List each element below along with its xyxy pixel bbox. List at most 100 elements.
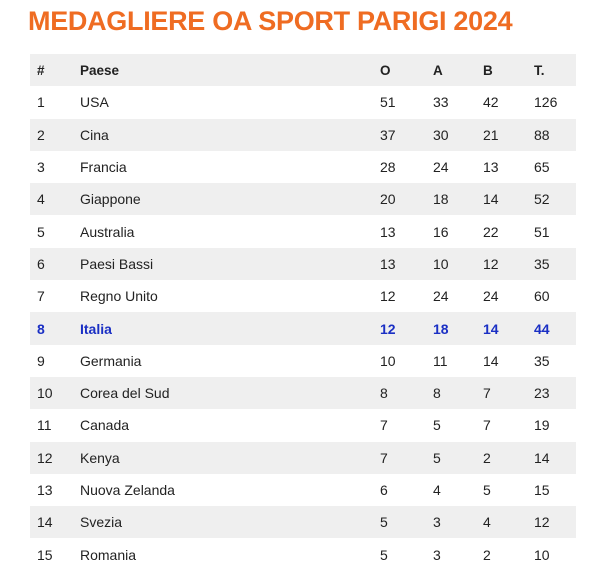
- cell-country: Svezia: [80, 514, 123, 531]
- cell-total: 19: [534, 417, 550, 434]
- cell-country: Paesi Bassi: [80, 255, 154, 272]
- cell-country: Regno Unito: [80, 288, 158, 305]
- cell-bronze: 4: [483, 514, 491, 531]
- table-row: 9 Germania 10 11 14 35: [30, 344, 576, 377]
- cell-silver: 18: [433, 191, 449, 208]
- cell-gold: 8: [380, 385, 388, 402]
- cell-bronze: 13: [483, 159, 499, 176]
- header-total: T.: [534, 62, 545, 78]
- table-row: 12 Kenya 7 5 2 14: [30, 441, 576, 474]
- table-row: 13 Nuova Zelanda 6 4 5 15: [30, 473, 576, 507]
- cell-silver: 10: [433, 255, 449, 272]
- cell-rank: 3: [37, 159, 45, 176]
- cell-total: 126: [534, 94, 558, 111]
- cell-bronze: 22: [483, 223, 499, 240]
- cell-rank: 12: [37, 449, 53, 466]
- cell-gold: 5: [380, 546, 388, 563]
- medal-table: # Paese O A B T. 1 USA 51 33 42 126 2 Cina 37 30 2…: [30, 54, 576, 571]
- cell-silver: 5: [433, 417, 441, 434]
- cell-gold: 7: [380, 417, 388, 434]
- cell-silver: 5: [433, 449, 441, 466]
- cell-bronze: 24: [483, 288, 499, 305]
- cell-gold: 5: [380, 514, 388, 531]
- cell-silver: 30: [433, 126, 449, 143]
- table-row: 14 Svezia 5 3 4 12: [30, 506, 576, 539]
- cell-silver: 33: [433, 94, 449, 111]
- header-silver: A: [433, 62, 443, 78]
- cell-silver: 3: [433, 514, 441, 531]
- table-row: 8 Italia 12 18 14 44: [30, 312, 576, 345]
- cell-bronze: 2: [483, 546, 491, 563]
- cell-silver: 11: [433, 352, 448, 369]
- header-gold: O: [380, 62, 391, 78]
- cell-total: 44: [534, 320, 550, 337]
- cell-country: Canada: [80, 417, 130, 434]
- cell-bronze: 14: [483, 320, 499, 337]
- header-country: Paese: [80, 62, 120, 78]
- cell-gold: 12: [380, 320, 396, 337]
- cell-bronze: 21: [483, 126, 499, 143]
- table-row: 15 Romania 5 3 2 10: [30, 538, 576, 571]
- cell-rank: 13: [37, 482, 53, 498]
- cell-total: 65: [534, 159, 550, 176]
- cell-silver: 24: [433, 159, 449, 176]
- cell-total: 35: [534, 255, 550, 272]
- cell-gold: 28: [380, 159, 396, 176]
- cell-total: 10: [534, 546, 550, 563]
- cell-gold: 37: [380, 126, 396, 143]
- cell-rank: 9: [37, 352, 45, 369]
- cell-silver: 8: [433, 385, 441, 402]
- page-title: MEDAGLIERE OA SPORT PARIGI 2024: [28, 6, 513, 36]
- table-row: 10 Corea del Sud 8 8 7 23: [30, 376, 576, 410]
- cell-rank: 4: [37, 191, 45, 208]
- cell-bronze: 5: [483, 482, 491, 498]
- cell-bronze: 12: [483, 255, 499, 272]
- cell-gold: 13: [380, 255, 396, 272]
- cell-rank: 6: [37, 255, 45, 272]
- cell-bronze: 14: [483, 191, 499, 208]
- cell-bronze: 14: [483, 352, 499, 369]
- table-row: 5 Australia 13 16 22 51: [30, 215, 576, 248]
- cell-silver: 4: [433, 482, 441, 498]
- header-bronze: B: [483, 62, 493, 78]
- cell-total: 23: [534, 385, 550, 402]
- table-row: 4 Giappone 20 18 14 52: [30, 183, 576, 216]
- cell-rank: 14: [37, 514, 53, 531]
- cell-gold: 6: [380, 482, 388, 498]
- table-row: 7 Regno Unito 12 24 24 60: [30, 280, 576, 313]
- table-row: 3 Francia 28 24 13 65: [30, 150, 576, 184]
- cell-total: 14: [534, 449, 550, 466]
- cell-rank: 2: [37, 126, 45, 143]
- medal-table-body: 1 USA 51 33 42 126 2 Cina 37 30 21 88 3 Francia 28 24 13…: [30, 86, 576, 571]
- cell-rank: 5: [37, 223, 45, 240]
- cell-country: Kenya: [80, 449, 120, 466]
- cell-bronze: 7: [483, 417, 491, 434]
- table-header-row: # Paese O A B T.: [30, 54, 576, 87]
- cell-gold: 13: [380, 223, 396, 240]
- cell-country: USA: [80, 94, 109, 111]
- cell-country: Francia: [80, 159, 127, 176]
- table-row: 1 USA 51 33 42 126: [30, 86, 576, 119]
- cell-rank: 11: [37, 417, 52, 434]
- header-rank: #: [37, 62, 45, 78]
- cell-total: 52: [534, 191, 550, 208]
- cell-bronze: 42: [483, 94, 499, 111]
- cell-country: Romania: [80, 546, 137, 563]
- cell-country: Italia: [80, 320, 112, 337]
- cell-total: 88: [534, 126, 550, 143]
- cell-country: Nuova Zelanda: [80, 482, 175, 498]
- cell-gold: 12: [380, 288, 396, 305]
- cell-bronze: 2: [483, 449, 491, 466]
- cell-rank: 1: [37, 94, 45, 111]
- cell-country: Giappone: [80, 191, 141, 208]
- cell-total: 35: [534, 352, 550, 369]
- cell-country: Germania: [80, 352, 142, 369]
- cell-total: 12: [534, 514, 550, 531]
- cell-rank: 15: [37, 546, 53, 563]
- cell-silver: 16: [433, 223, 449, 240]
- cell-country: Cina: [80, 126, 109, 143]
- cell-country: Australia: [80, 223, 135, 240]
- cell-gold: 10: [380, 352, 396, 369]
- cell-bronze: 7: [483, 385, 491, 402]
- cell-gold: 51: [380, 94, 396, 111]
